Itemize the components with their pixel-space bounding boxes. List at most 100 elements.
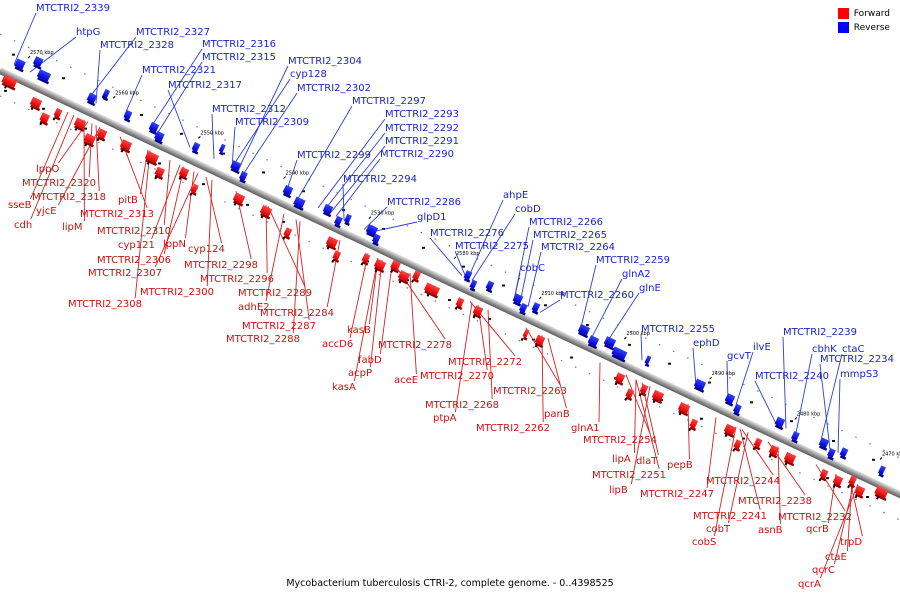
label-leader-line: [598, 362, 601, 423]
forward-gene-label: kasB: [347, 325, 371, 336]
gene-block-shadow: [874, 493, 887, 501]
reverse-gene-label: MTCTRI2_2327: [136, 27, 210, 38]
forward-gene-label: MTCTRI2_2244: [706, 476, 780, 487]
reverse-gene-label: htpG: [76, 27, 100, 38]
gene-start-mark: [854, 495, 858, 499]
label-leader-line: [467, 199, 504, 279]
tick-label: 2520 kbp: [456, 251, 480, 257]
legend-forward-label: Forward: [853, 8, 890, 19]
label-leader-line: [541, 335, 544, 423]
reverse-gene-block: [485, 280, 495, 291]
gene-start-mark: [688, 427, 692, 432]
forward-gene-label: lipM: [62, 222, 83, 233]
gene-block-shadow: [604, 344, 615, 351]
gene-start-mark: [411, 279, 415, 283]
reverse-gene-label: MTCTRI2_2286: [387, 197, 461, 208]
label-leader-line: [487, 309, 493, 400]
label-leader-line: [539, 299, 561, 313]
start-mark: [790, 420, 793, 423]
label-leader-line: [819, 363, 831, 450]
reverse-gene-block: [878, 465, 886, 475]
forward-gene-block: [83, 133, 96, 145]
gene-block-shadow: [372, 241, 379, 247]
reverse-gene-label: MTCTRI2_2260: [560, 290, 634, 301]
label-leader-line: [231, 126, 236, 168]
gene-block-shadow: [1, 82, 16, 91]
forward-gene-label: cyp124: [188, 244, 225, 255]
reverse-swatch: [837, 22, 849, 33]
gene-start-mark: [260, 215, 264, 219]
reverse-gene-block: [14, 58, 26, 70]
gene-block-shadow: [53, 115, 61, 121]
gene-start-mark: [752, 447, 756, 451]
gene-features: [1, 56, 889, 501]
gene-start-mark: [390, 269, 394, 273]
reverse-gene-block: [469, 279, 478, 289]
start-mark: [42, 107, 45, 110]
forward-gene-label: accD6: [322, 339, 353, 350]
genome-backbone: [0, 67, 900, 507]
label-leader-line: [163, 160, 171, 226]
gene-block-shadow: [827, 455, 834, 461]
label-leader-line: [591, 278, 623, 338]
gene-start-mark: [472, 315, 476, 319]
gene-block-shadow: [878, 473, 884, 478]
label-leader-line: [154, 173, 199, 268]
forward-gene-block: [874, 485, 889, 499]
start-mark: [742, 437, 745, 440]
reverse-gene-label: MTCTRI2_2275: [455, 241, 529, 252]
start-mark: [158, 162, 161, 165]
reverse-gene-label: MTCTRI2_2292: [385, 123, 459, 134]
tick-label: 2550 kbp: [200, 130, 224, 136]
forward-gene-block: [423, 282, 441, 296]
forward-gene-block: [625, 388, 635, 399]
scale-ticks: 2570 kbp 2560 kbp 2550 kbp 2540 kbp 2530 kbp…: [27, 50, 900, 460]
forward-gene-label: ptpA: [433, 413, 457, 424]
label-leader-line: [547, 338, 567, 409]
forward-gene-label: lipB: [609, 485, 628, 496]
gene-start-mark: [454, 306, 458, 310]
gene-block-shadow: [848, 483, 855, 489]
gene-block-shadow: [839, 455, 847, 460]
label-leader-line: [837, 378, 841, 453]
gene-block-shadow: [390, 267, 399, 274]
gene-block-shadow: [83, 140, 94, 148]
reverse-gene-label: mmpS3: [840, 369, 879, 380]
label-leader-line: [782, 336, 787, 429]
label-leader-line: [29, 111, 69, 200]
forward-gene-label: MTCTRI2_2284: [260, 308, 334, 319]
start-mark: [668, 362, 671, 365]
start-mark: [708, 381, 711, 384]
start-mark: [262, 171, 265, 174]
reverse-gene-label: cbhK: [812, 344, 837, 355]
start-mark: [448, 299, 451, 302]
gene-block-shadow: [578, 331, 589, 339]
legend-reverse-label: Reverse: [853, 22, 890, 33]
gene-start-mark: [360, 262, 364, 266]
gene-block-shadow: [625, 396, 633, 402]
label-leader-line: [292, 221, 301, 334]
label-leader-line: [727, 432, 749, 524]
tick-label: 2560 kbp: [115, 90, 139, 96]
gene-block-shadow: [522, 336, 528, 341]
gene-block-shadow: [366, 231, 377, 239]
gene-block-shadow: [587, 343, 598, 350]
forward-gene-label: MTCTRI2_2287: [242, 321, 316, 332]
gene-block-shadow: [374, 266, 385, 274]
gene-start-mark: [784, 462, 788, 466]
reverse-gene-block: [322, 203, 334, 215]
forward-gene-block: [534, 334, 546, 346]
gene-block-shadow: [412, 278, 419, 283]
gene-start-mark: [678, 412, 682, 416]
reverse-gene-block: [826, 447, 836, 458]
label-leader-line: [369, 259, 383, 368]
forward-gene-label: MTCTRI2_2288: [226, 334, 300, 345]
label-leader-line: [149, 48, 203, 129]
forward-gene-label: MTCTRI2_2263: [493, 386, 567, 397]
gene-block-shadow: [148, 129, 158, 136]
label-leader-line: [625, 374, 651, 435]
reverse-gene-label: cyp128: [290, 69, 327, 80]
reverse-gene-block: [371, 233, 381, 244]
gene-start-mark: [39, 122, 43, 126]
reverse-gene-block: [191, 141, 201, 152]
